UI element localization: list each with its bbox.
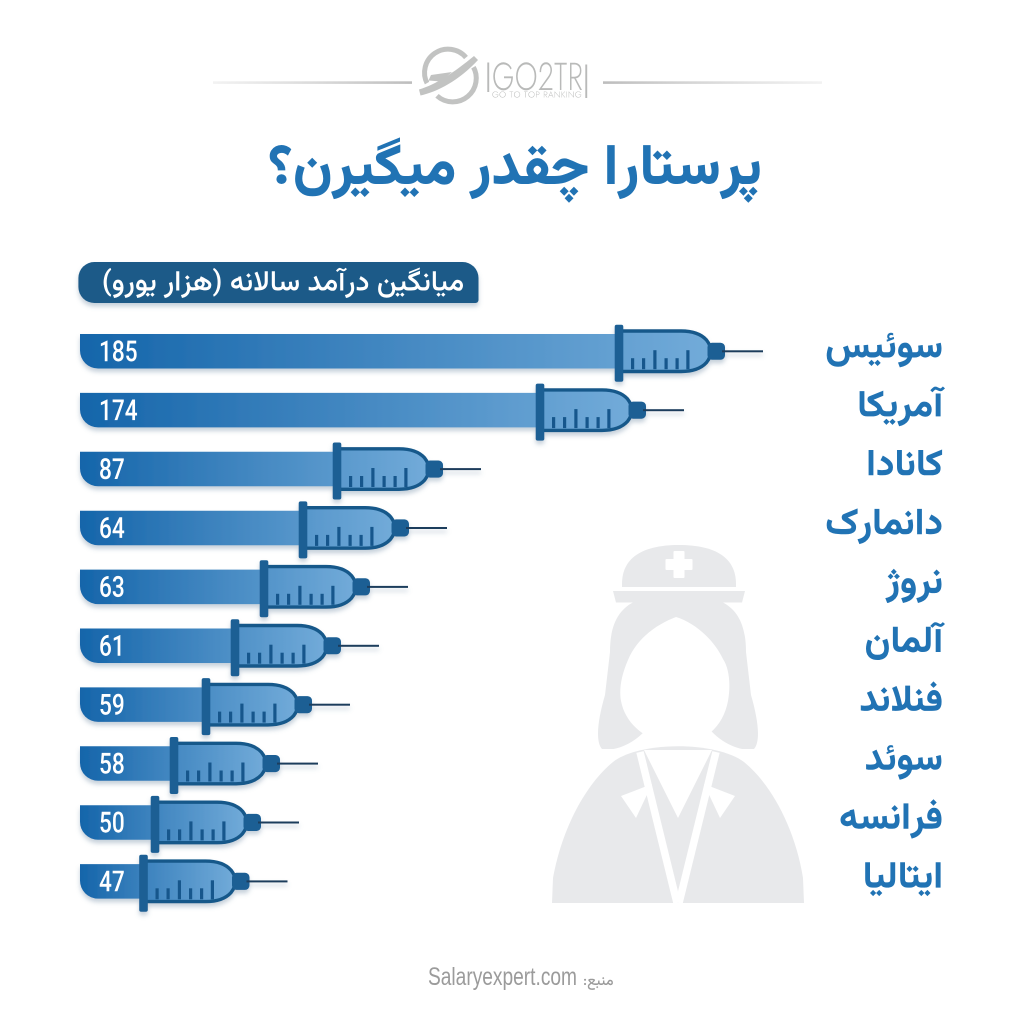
- svg-text:Salaryexpert.com: Salaryexpert.com: [428, 963, 577, 991]
